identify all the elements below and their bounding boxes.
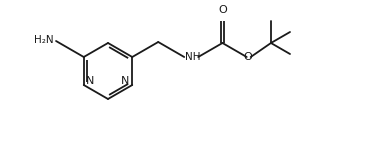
Text: N: N bbox=[121, 76, 130, 86]
Text: O: O bbox=[243, 52, 252, 62]
Text: NH: NH bbox=[185, 52, 201, 62]
Text: O: O bbox=[218, 5, 227, 15]
Text: N: N bbox=[86, 76, 95, 86]
Text: H₂N: H₂N bbox=[35, 35, 54, 45]
